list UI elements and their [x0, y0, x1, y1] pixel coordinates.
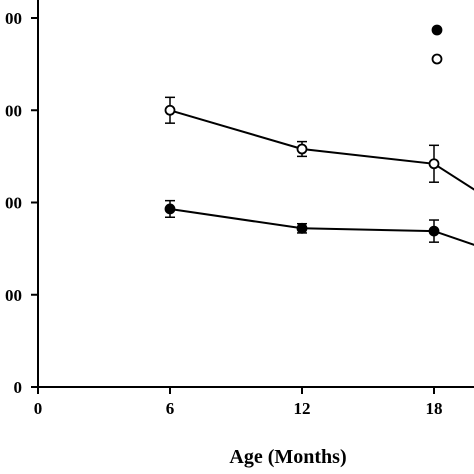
y-tick-label: 00: [5, 9, 22, 28]
data-point: [296, 143, 308, 155]
series-0: [164, 96, 474, 191]
y-tick-label: 00: [5, 101, 22, 120]
chart-legend: [431, 24, 443, 65]
series-1: [164, 199, 474, 246]
x-axis-label: Age (Months): [229, 446, 346, 468]
chart-series: [164, 96, 474, 246]
data-point: [164, 203, 176, 215]
data-point: [296, 222, 308, 234]
legend-marker-open: [431, 53, 443, 65]
y-tick-label: 00: [5, 194, 22, 213]
y-tick-label: 00: [5, 286, 22, 305]
series-line: [169, 208, 474, 246]
x-tick-label: 0: [34, 399, 43, 418]
x-tick-label: 12: [294, 399, 311, 418]
data-point: [428, 225, 440, 237]
x-tick-label: 6: [166, 399, 175, 418]
data-point: [428, 158, 440, 170]
data-point: [164, 104, 176, 116]
x-tick-label: 18: [426, 399, 443, 418]
y-tick-label: 0: [14, 378, 23, 397]
legend-marker-filled: [431, 24, 443, 36]
series-line: [169, 109, 474, 191]
